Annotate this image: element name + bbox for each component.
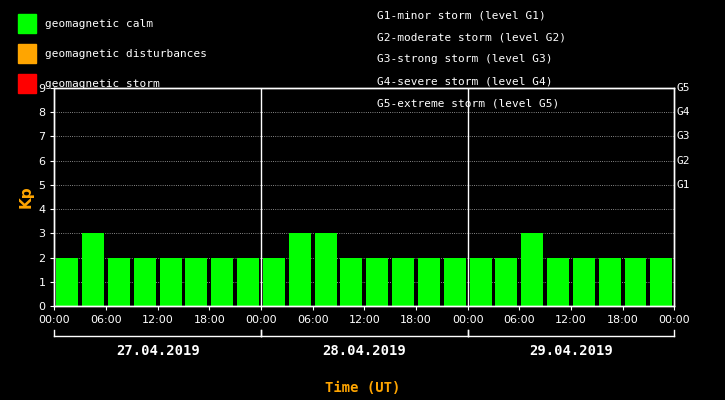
Bar: [57, 258, 78, 306]
Bar: [134, 258, 156, 306]
Bar: [82, 233, 104, 306]
Text: 27.04.2019: 27.04.2019: [116, 344, 199, 358]
Bar: [315, 233, 336, 306]
Text: G2: G2: [676, 156, 689, 166]
Text: geomagnetic disturbances: geomagnetic disturbances: [45, 49, 207, 59]
Bar: [211, 258, 233, 306]
Text: G3: G3: [676, 132, 689, 142]
Bar: [521, 233, 543, 306]
Bar: [341, 258, 362, 306]
Text: G1: G1: [676, 180, 689, 190]
Bar: [263, 258, 285, 306]
Text: G1-minor storm (level G1): G1-minor storm (level G1): [377, 10, 546, 20]
Bar: [470, 258, 492, 306]
Bar: [108, 258, 130, 306]
Text: 29.04.2019: 29.04.2019: [529, 344, 613, 358]
Bar: [573, 258, 594, 306]
Text: 28.04.2019: 28.04.2019: [323, 344, 406, 358]
Text: Time (UT): Time (UT): [325, 381, 400, 395]
Text: G3-strong storm (level G3): G3-strong storm (level G3): [377, 54, 552, 64]
Bar: [418, 258, 440, 306]
Bar: [186, 258, 207, 306]
Bar: [160, 258, 181, 306]
Text: G5: G5: [676, 83, 689, 93]
Bar: [444, 258, 465, 306]
Bar: [289, 233, 311, 306]
Bar: [495, 258, 518, 306]
Y-axis label: Kp: Kp: [19, 186, 34, 208]
Bar: [392, 258, 414, 306]
Text: G4-severe storm (level G4): G4-severe storm (level G4): [377, 76, 552, 86]
Text: G5-extreme storm (level G5): G5-extreme storm (level G5): [377, 98, 559, 108]
Bar: [547, 258, 569, 306]
Bar: [366, 258, 388, 306]
Text: geomagnetic calm: geomagnetic calm: [45, 18, 153, 29]
Bar: [237, 258, 259, 306]
Text: G2-moderate storm (level G2): G2-moderate storm (level G2): [377, 32, 566, 42]
Text: G4: G4: [676, 107, 689, 117]
Text: geomagnetic storm: geomagnetic storm: [45, 78, 160, 89]
Bar: [599, 258, 621, 306]
Bar: [624, 258, 647, 306]
Bar: [650, 258, 672, 306]
